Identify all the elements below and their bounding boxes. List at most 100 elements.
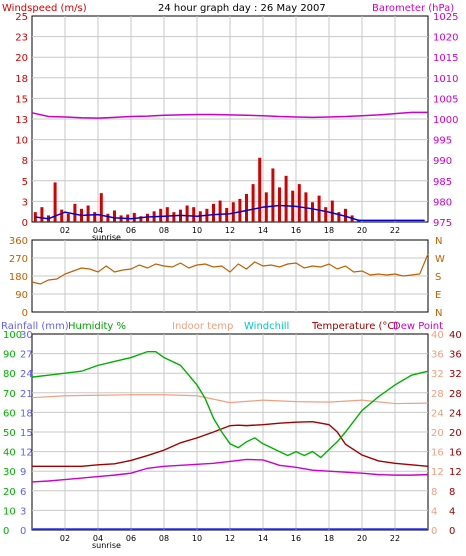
rainfall-tick-label: 12 — [20, 448, 33, 459]
rainfall-tick-label: 6 — [20, 487, 26, 498]
humidity-line — [31, 350, 429, 459]
windspeed-tick-label: 25 — [15, 12, 28, 23]
humidity-tick-label: 0 — [3, 526, 9, 537]
windspeed-tick-label: 5 — [22, 177, 28, 188]
rainfall-tick-label: 0 — [20, 526, 26, 537]
rainfall-tick-label: 27 — [20, 350, 33, 361]
top-x-tick-label: 22 — [390, 226, 400, 235]
direction-tick-label: 90 — [15, 290, 28, 301]
rainfall-tick-label: 30 — [20, 330, 33, 341]
humidity-tick-label: 10 — [3, 506, 16, 517]
barometer-tick-label: 1020 — [433, 33, 458, 44]
indoor-temp-tick-label: 0 — [431, 526, 437, 537]
rainfall-tick-label: 15 — [20, 428, 33, 439]
barometer-tick-label: 995 — [433, 136, 452, 147]
windspeed-tick-label: 23 — [15, 33, 28, 44]
windspeed-tick-label: 10 — [15, 136, 28, 147]
barometer-axis-label: Barometer (hPa) — [372, 3, 454, 14]
dewpoint-tick-label: 20 — [449, 428, 462, 439]
windspeed-tick-label: 0 — [22, 218, 28, 229]
humidity-tick-label: 70 — [3, 389, 16, 400]
rainfall-axis-label: Rainfall (mm) — [1, 321, 69, 332]
compass-tick-label: W — [435, 254, 445, 265]
dewpoint-tick-label: 32 — [449, 369, 462, 380]
indoor-temp-line — [31, 394, 429, 405]
barometer-tick-label: 1015 — [433, 53, 458, 64]
barometer-tick-label: 985 — [433, 177, 452, 188]
dewpoint-axis-label: Dew Point — [393, 321, 443, 332]
dewpoint-tick-label: 8 — [449, 487, 455, 498]
humidity-tick-label: 50 — [3, 428, 16, 439]
chart-title: 24 hour graph day : 26 May 2007 — [158, 3, 326, 14]
barometer-tick-label: 1005 — [433, 94, 458, 105]
compass-tick-label: N — [435, 236, 442, 247]
direction-tick-label: 0 — [22, 308, 28, 319]
temperature-axis-label: Temperature (°C) — [311, 321, 398, 332]
top-x-tick-label: 20 — [357, 226, 367, 235]
avg-wind-line — [35, 204, 425, 222]
dewpoint-tick-label: 4 — [449, 506, 455, 517]
wind-direction-line — [31, 253, 429, 285]
bottom-x-tick-label: 18 — [324, 534, 334, 543]
direction-tick-label: 360 — [9, 236, 28, 247]
windspeed-axis-label: Windspeed (m/s) — [2, 3, 87, 14]
direction-tick-label: 270 — [9, 254, 28, 265]
direction-tick-label: 180 — [9, 272, 28, 283]
top-x-tick-label: 14 — [258, 226, 268, 235]
humidity-tick-label: 20 — [3, 487, 16, 498]
indoor-temp-tick-label: 16 — [431, 448, 444, 459]
humidity-axis-label: Humidity % — [68, 321, 126, 332]
windspeed-tick-label: 15 — [15, 94, 28, 105]
humidity-tick-label: 90 — [3, 350, 16, 361]
dewpoint-tick-label: 36 — [449, 350, 462, 361]
top-x-tick-label: 12 — [225, 226, 235, 235]
humidity-tick-label: 80 — [3, 369, 16, 380]
bottom-x-tick-label: 14 — [258, 534, 268, 543]
windspeed-tick-label: 18 — [15, 74, 28, 85]
rainfall-tick-label: 21 — [20, 389, 33, 400]
windspeed-tick-label: 13 — [15, 115, 28, 126]
bottom-x-tick-label: 08 — [159, 534, 169, 543]
barometer-tick-label: 1010 — [433, 74, 458, 85]
rainfall-tick-label: 18 — [20, 408, 33, 419]
barometer-tick-label: 1025 — [433, 12, 458, 23]
indoor-temp-axis-label: Indoor temp — [172, 321, 233, 332]
indoor-temp-tick-label: 28 — [431, 389, 444, 400]
barometer-tick-label: 975 — [433, 218, 452, 229]
dewpoint-tick-label: 24 — [449, 408, 462, 419]
barometer-tick-label: 980 — [433, 197, 452, 208]
temperature-humidity-panel: Rainfall (mm) Humidity % Indoor temp Win… — [1, 321, 462, 550]
sunrise-label-top: sunrise — [92, 233, 121, 242]
rainfall-tick-label: 24 — [20, 369, 33, 380]
humidity-tick-label: 100 — [3, 330, 22, 341]
windchill-axis-label: Windchill — [244, 321, 289, 332]
indoor-temp-tick-label: 32 — [431, 369, 444, 380]
indoor-temp-tick-label: 40 — [431, 330, 444, 341]
top-x-tick-label: 06 — [126, 226, 136, 235]
top-x-tick-label: 16 — [291, 226, 301, 235]
bottom-x-tick-label: 10 — [192, 534, 202, 543]
indoor-temp-tick-label: 4 — [431, 506, 437, 517]
bottom-x-tick-label: 02 — [60, 534, 70, 543]
windspeed-tick-label: 8 — [22, 156, 28, 167]
barometer-tick-label: 1000 — [433, 115, 458, 126]
barometer-tick-label: 990 — [433, 156, 452, 167]
bottom-x-tick-label: 16 — [291, 534, 301, 543]
rainfall-tick-label: 9 — [20, 467, 26, 478]
top-x-tick-label: 04 — [93, 226, 103, 235]
temperature-line — [32, 421, 429, 467]
bottom-x-tick-label: 04 — [93, 534, 103, 543]
indoor-temp-tick-label: 36 — [431, 350, 444, 361]
dewpoint-tick-label: 12 — [449, 467, 462, 478]
top-x-tick-label: 02 — [60, 226, 70, 235]
bottom-x-tick-label: 22 — [390, 534, 400, 543]
bottom-x-tick-label: 12 — [225, 534, 235, 543]
indoor-temp-tick-label: 24 — [431, 408, 444, 419]
bottom-x-tick-label: 20 — [357, 534, 367, 543]
compass-tick-label: S — [435, 272, 441, 283]
indoor-temp-tick-label: 12 — [431, 467, 444, 478]
windspeed-barometer-panel: Windspeed (m/s) 24 hour graph day : 26 M… — [2, 3, 458, 242]
windspeed-tick-label: 3 — [22, 197, 28, 208]
